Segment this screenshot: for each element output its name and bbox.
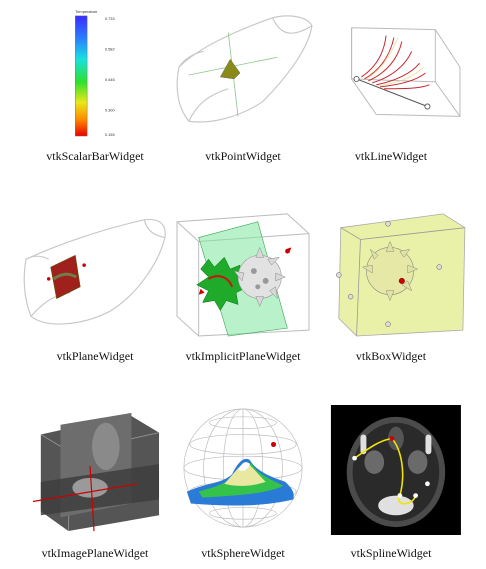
scalar-bar-tick: 0.446 — [105, 77, 116, 82]
scalar-bar-title: Temperature — [75, 9, 97, 14]
caption: vtkBoxWidget — [355, 349, 427, 363]
caption: vtkImplicitPlaneWidget — [185, 349, 301, 363]
plane-widget-illustration — [23, 218, 166, 325]
spline-handles — [352, 436, 430, 498]
caption: vtkSphereWidget — [201, 546, 285, 560]
box-widget-illustration — [336, 213, 466, 337]
point-cursor — [220, 58, 241, 80]
box-handles — [336, 221, 442, 327]
scalar-bar-illustration: Temperature 0.733 0.582 0.446 0.300 0.15… — [75, 9, 116, 137]
tumor-surface — [233, 246, 287, 308]
plane-widget-surface — [50, 254, 81, 300]
scalar-bar — [75, 15, 88, 137]
sphere-widget-illustration — [183, 408, 303, 528]
caption: vtkPlaneWidget — [56, 349, 134, 363]
head-sagittal — [92, 422, 120, 470]
caption: vtkLineWidget — [354, 149, 428, 163]
scalar-bar-tick: 0.733 — [105, 16, 116, 21]
caption: vtkPointWidget — [205, 149, 281, 163]
scalar-bar-tick: 0.155 — [105, 132, 116, 137]
terrain-peak — [224, 462, 266, 486]
spline-widget-illustration — [330, 405, 461, 535]
plane-handle — [82, 263, 86, 267]
spline-curve — [354, 437, 417, 505]
streamline-highlights — [366, 37, 424, 87]
plane-cursor — [32, 483, 138, 503]
caption: vtkSplineWidget — [350, 546, 432, 560]
image-plane-widget-illustration — [32, 412, 160, 532]
plane-handle — [46, 277, 51, 281]
caption: vtkImagePlaneWidget — [41, 546, 149, 560]
tumor-cut-surface — [196, 256, 249, 311]
plane-cursor — [89, 466, 95, 532]
bone-structures — [360, 426, 432, 516]
bounding-outline — [176, 15, 313, 123]
line-widget — [356, 78, 428, 107]
bounding-box — [176, 213, 310, 337]
caption: vtkScalarBarWidget — [46, 149, 144, 163]
sphere-handle — [270, 441, 277, 447]
scalar-bar-tick: 0.300 — [105, 107, 116, 112]
line-endpoint-handle — [353, 75, 360, 82]
scalar-bar-tick: 0.582 — [105, 46, 115, 51]
streamlines — [361, 35, 430, 90]
head-cross-section — [72, 477, 108, 498]
plane-scalar-band — [52, 272, 77, 281]
line-widget-illustration — [351, 27, 461, 117]
bounding-outline — [23, 218, 166, 325]
terrain-summit — [238, 462, 250, 471]
line-endpoint-handle — [424, 103, 431, 110]
point-widget-illustration — [176, 15, 313, 123]
normal-arrow — [198, 288, 205, 295]
box-edges — [340, 227, 465, 337]
implicit-plane-widget-illustration — [176, 213, 310, 337]
